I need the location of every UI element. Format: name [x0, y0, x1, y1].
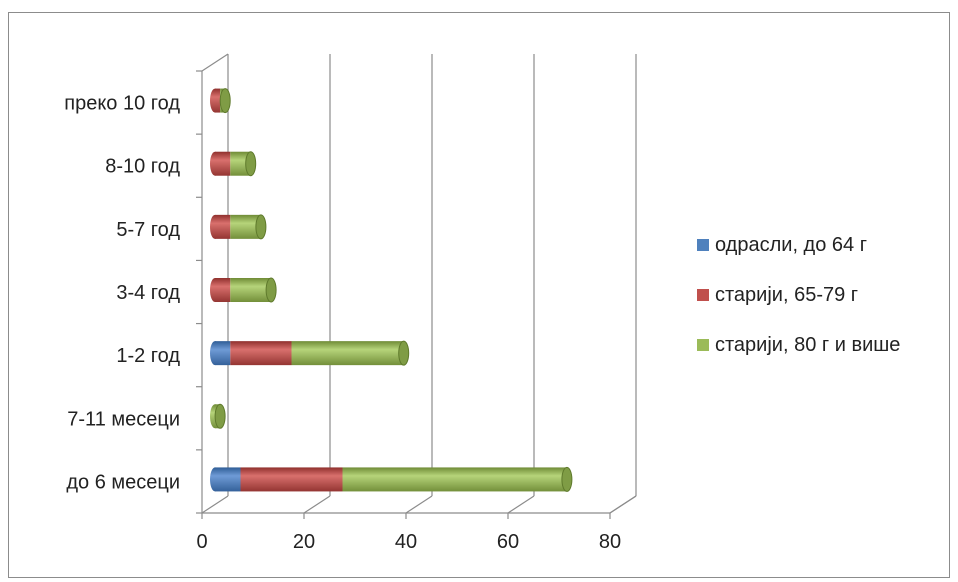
bar-start-cap: [210, 214, 220, 239]
legend-label-старији-80-г-и-више: старији, 80 г и више: [715, 334, 900, 356]
bar-end-cap: [561, 466, 573, 492]
y-tick-label: преко 10 год: [64, 93, 180, 115]
bar-старији-80-г-и-више-1-2-год: [291, 341, 404, 366]
bar-end-cap: [245, 151, 257, 177]
x-tick-label: 0: [196, 531, 207, 553]
bar-end-cap: [219, 88, 231, 114]
y-tick-label: 5-7 год: [116, 219, 180, 241]
legend-label-одрасли-до-64-г: одрасли, до 64 г: [715, 234, 867, 256]
legend-swatch-одрасли-до-64-г: [697, 239, 709, 251]
x-tick-label: 20: [293, 531, 315, 553]
x-tick-label: 60: [497, 531, 519, 553]
y-tick-label: 3-4 год: [116, 282, 180, 304]
bar-end-cap: [265, 277, 277, 303]
floor-gridline: [303, 495, 331, 514]
bar-end-cap: [214, 403, 226, 429]
bar-start-cap: [210, 278, 220, 302]
bar-start-cap: [210, 151, 220, 176]
floor-gridline: [405, 495, 433, 514]
y-tick-label: 1-2 год: [116, 345, 180, 367]
stacked-bar-chart: 0 20 40 60 80 до 6 месеци 7-11 месеци 1-2 год 3-…: [64, 53, 900, 553]
bar-end-cap: [398, 340, 410, 366]
floor-gridline: [201, 495, 229, 514]
y-axis-top-edge: [201, 53, 229, 72]
bar-start-cap: [210, 341, 220, 366]
floor-gridline: [507, 495, 535, 514]
bar-start-cap: [210, 88, 220, 113]
y-tick-label: 7-11 месеци: [67, 408, 180, 430]
bar-старији-65-79-г-до-6-месеци: [240, 467, 343, 492]
bar-старији-80-г-и-више-8-10-год: [230, 151, 251, 176]
legend-swatch-старији-80-г-и-више: [697, 339, 709, 351]
bar-старији-65-79-г-1-2-год: [230, 341, 292, 366]
legend-label-старији-65-79-г: старији, 65-79 г: [715, 284, 858, 306]
chart-frame: 0 20 40 60 80 до 6 месеци 7-11 месеци 1-2 год 3-…: [8, 12, 950, 578]
x-tick-label: 40: [395, 531, 417, 553]
legend-swatch-старији-65-79-г: [697, 289, 709, 301]
bar-старији-80-г-и-више-3-4-год: [230, 278, 272, 302]
y-tick-label: 8-10 год: [105, 156, 180, 178]
y-tick-label: до 6 месеци: [66, 471, 180, 493]
x-tick-label: 80: [599, 531, 621, 553]
floor-gridline: [609, 495, 637, 514]
bar-старији-80-г-и-више-до-6-месеци: [342, 467, 567, 492]
bar-end-cap: [255, 214, 267, 240]
bar-start-cap: [210, 467, 220, 492]
